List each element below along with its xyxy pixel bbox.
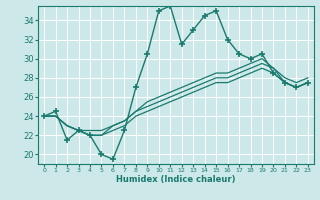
X-axis label: Humidex (Indice chaleur): Humidex (Indice chaleur) (116, 175, 236, 184)
